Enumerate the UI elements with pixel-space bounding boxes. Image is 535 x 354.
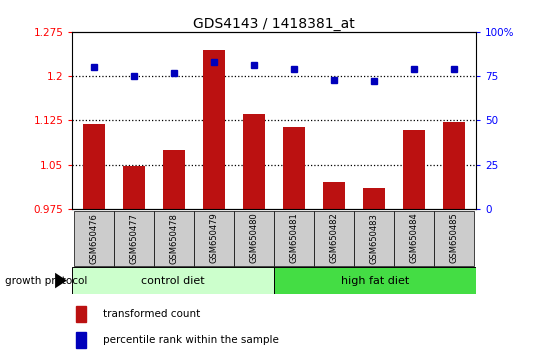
Text: GSM650479: GSM650479 bbox=[210, 213, 219, 263]
Bar bbox=[72, 267, 274, 294]
Bar bbox=[114, 211, 154, 266]
Bar bbox=[394, 211, 434, 266]
Bar bbox=[74, 211, 114, 266]
Title: GDS4143 / 1418381_at: GDS4143 / 1418381_at bbox=[193, 17, 355, 31]
Text: GSM650477: GSM650477 bbox=[129, 213, 139, 263]
Bar bbox=[274, 267, 476, 294]
Text: GSM650481: GSM650481 bbox=[289, 213, 299, 263]
Text: GSM650478: GSM650478 bbox=[170, 213, 179, 263]
Bar bbox=[234, 211, 274, 266]
Text: control diet: control diet bbox=[141, 275, 205, 286]
Text: GSM650480: GSM650480 bbox=[250, 213, 259, 263]
Text: GSM650483: GSM650483 bbox=[370, 213, 379, 263]
Bar bbox=[243, 114, 265, 209]
Bar bbox=[83, 125, 105, 209]
Bar bbox=[323, 182, 345, 209]
Bar bbox=[274, 211, 314, 266]
Text: GSM650485: GSM650485 bbox=[449, 213, 458, 263]
Bar bbox=[194, 211, 234, 266]
Bar bbox=[403, 130, 425, 209]
Bar bbox=[363, 188, 385, 209]
Bar bbox=[203, 50, 225, 209]
Bar bbox=[163, 150, 185, 209]
Bar bbox=[314, 211, 354, 266]
Bar bbox=[283, 127, 305, 209]
Text: transformed count: transformed count bbox=[103, 309, 200, 319]
Bar bbox=[434, 211, 474, 266]
Text: GSM650482: GSM650482 bbox=[330, 213, 339, 263]
Bar bbox=[77, 332, 86, 348]
Bar bbox=[443, 121, 465, 209]
Text: percentile rank within the sample: percentile rank within the sample bbox=[103, 335, 278, 346]
Text: GSM650484: GSM650484 bbox=[410, 213, 419, 263]
Bar bbox=[123, 166, 145, 209]
Text: growth protocol: growth protocol bbox=[5, 275, 88, 286]
Text: GSM650476: GSM650476 bbox=[90, 213, 99, 263]
Bar bbox=[354, 211, 394, 266]
Bar bbox=[154, 211, 194, 266]
Text: high fat diet: high fat diet bbox=[341, 275, 409, 286]
Bar bbox=[77, 306, 86, 321]
